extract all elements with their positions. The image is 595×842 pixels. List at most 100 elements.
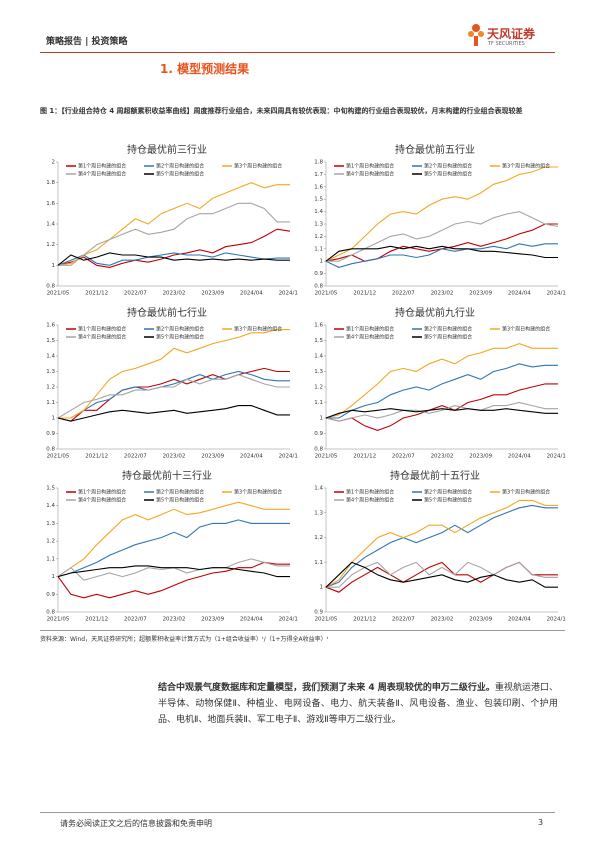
y-tick-label: 1.4 — [314, 486, 323, 492]
x-tick-label: 2023/02 — [163, 291, 186, 297]
x-tick-label: 2024/04 — [240, 291, 263, 297]
x-tick-label: 2021/05 — [315, 454, 338, 460]
x-tick-label: 2024/11 — [547, 617, 566, 623]
x-tick-label: 2021/12 — [85, 617, 108, 623]
y-tick-label: 1 — [320, 585, 324, 591]
legend-label: 第4个周日构建的组合 — [78, 171, 126, 178]
series-line — [58, 370, 290, 419]
chart-title: 持仓最优前七行业 — [127, 306, 207, 319]
x-tick-label: 2023/02 — [163, 454, 186, 460]
y-tick-label: 2 — [52, 160, 56, 166]
legend-label: 第3个周日构建的组合 — [502, 163, 550, 170]
y-tick-label: 1.8 — [314, 160, 323, 166]
x-tick-label: 2021/05 — [315, 291, 338, 297]
body-text: 重视航运港口、半导体、动物保健Ⅱ、种植业、电网设备、电力、航天装备Ⅱ、风电设备、… — [158, 683, 558, 725]
x-tick-label: 2021/12 — [353, 291, 376, 297]
y-tick-label: 0.9 — [314, 271, 323, 277]
x-tick-label: 2023/09 — [469, 291, 492, 297]
x-tick-label: 2021/05 — [47, 291, 70, 297]
y-tick-label: 1 — [320, 416, 324, 422]
legend-label: 第2个周日构建的组合 — [156, 163, 204, 170]
y-tick-label: 0.9 — [46, 431, 55, 437]
y-tick-label: 0.9 — [46, 592, 55, 598]
y-tick-label: 1.3 — [314, 510, 323, 516]
y-tick-label: 1.3 — [46, 521, 55, 527]
x-tick-label: 2021/05 — [315, 617, 338, 623]
y-tick-label: 1.2 — [46, 242, 55, 248]
y-tick-label: 0.9 — [314, 431, 323, 437]
series-line — [57, 565, 290, 578]
body-paragraph: 结合中观景气度数据库和定量模型，我们预测了未来 4 周表现较优的申万二级行业。重… — [158, 680, 558, 728]
series-line — [325, 408, 558, 419]
series-line — [57, 182, 290, 266]
y-tick-label: 1 — [52, 574, 56, 580]
series-line — [325, 561, 558, 588]
footer-note: 请务必阅读正文之后的信息披露和免责申明 — [60, 819, 212, 828]
x-tick-label: 2023/09 — [201, 454, 224, 460]
legend-label: 第1个周日构建的组合 — [346, 489, 394, 496]
y-tick-label: 1.6 — [46, 201, 55, 207]
y-tick-label: 1 — [320, 259, 324, 265]
legend-label: 第4个周日构建的组合 — [78, 334, 126, 341]
x-tick-label: 2023/02 — [431, 617, 454, 623]
y-tick-label: 1.6 — [314, 184, 323, 190]
y-tick-label: 1.4 — [314, 209, 323, 215]
y-tick-label: 0.8 — [46, 610, 55, 616]
y-tick-label: 1.1 — [46, 400, 55, 406]
series-line — [57, 252, 290, 266]
legend-label: 第1个周日构建的组合 — [78, 326, 126, 333]
legend-label: 第5个周日构建的组合 — [156, 334, 204, 341]
x-tick-label: 2023/09 — [201, 291, 224, 297]
y-tick-label: 0.8 — [314, 284, 323, 290]
x-tick-label: 2021/12 — [85, 454, 108, 460]
legend-label: 第2个周日构建的组合 — [156, 489, 204, 496]
series-line — [57, 519, 290, 578]
legend-label: 第1个周日构建的组合 — [78, 489, 126, 496]
y-tick-label: 0.9 — [314, 610, 323, 616]
x-tick-label: 2021/12 — [353, 617, 376, 623]
series-line — [325, 504, 558, 588]
chart-title: 持仓最优前五行业 — [395, 143, 475, 156]
y-tick-label: 1.1 — [314, 560, 323, 566]
x-tick-label: 2024/04 — [508, 291, 531, 297]
legend-label: 第5个周日构建的组合 — [424, 171, 472, 178]
series-line — [325, 401, 558, 422]
source: 资料来源：Wind，天风证券研究所；超额累积收益率计算方式为（1+组合收益率）ᵗ… — [40, 636, 329, 643]
series-line — [57, 374, 290, 419]
y-tick-label: 1.3 — [46, 369, 55, 375]
x-tick-label: 2021/05 — [47, 617, 70, 623]
chart-grid: 持仓最优前三行业 0.8 1 1.2 1.4 1.6 1.8 2 2021/05 2021/12 2… — [36, 140, 566, 630]
chart: 持仓最优前七行业 0.8 0.9 1 1.1 1.2 1.3 1.4 1.5 1.6 2021/05… — [46, 306, 298, 460]
chart-title: 持仓最优前十三行业 — [122, 469, 212, 482]
y-tick-label: 1 — [52, 263, 56, 269]
series-line — [57, 367, 290, 422]
legend-label: 第1个周日构建的组合 — [346, 326, 394, 333]
y-tick-label: 1.7 — [314, 172, 323, 178]
series-line — [58, 329, 290, 419]
legend-label: 第1个周日构建的组合 — [78, 163, 126, 170]
x-tick-label: 2023/02 — [431, 291, 454, 297]
x-tick-label: 2022/07 — [124, 291, 147, 297]
y-tick-label: 1.4 — [314, 354, 323, 360]
series-line — [57, 252, 290, 266]
series-line — [325, 383, 558, 431]
series-line — [326, 363, 558, 419]
legend-label: 第4个周日构建的组合 — [346, 334, 394, 341]
y-tick-label: 1.3 — [314, 369, 323, 375]
legend-label: 第4个周日构建的组合 — [346, 497, 394, 504]
y-tick-label: 1.5 — [314, 338, 323, 344]
header-rule — [40, 52, 555, 53]
x-tick-label: 2022/07 — [392, 454, 415, 460]
legend-label: 第3个周日构建的组合 — [234, 489, 282, 496]
legend-label: 第2个周日构建的组合 — [156, 326, 204, 333]
legend-label: 第5个周日构建的组合 — [156, 497, 204, 504]
x-tick-label: 2022/07 — [124, 617, 147, 623]
chart-title: 持仓最优前三行业 — [127, 143, 207, 156]
series-line — [325, 499, 558, 588]
y-tick-label: 1.3 — [314, 222, 323, 228]
logo: 天风证券 — [487, 27, 536, 41]
legend-label: 第2个周日构建的组合 — [424, 163, 472, 170]
legend-label: 第4个周日构建的组合 — [78, 497, 126, 504]
x-tick-label: 2024/04 — [240, 617, 263, 623]
